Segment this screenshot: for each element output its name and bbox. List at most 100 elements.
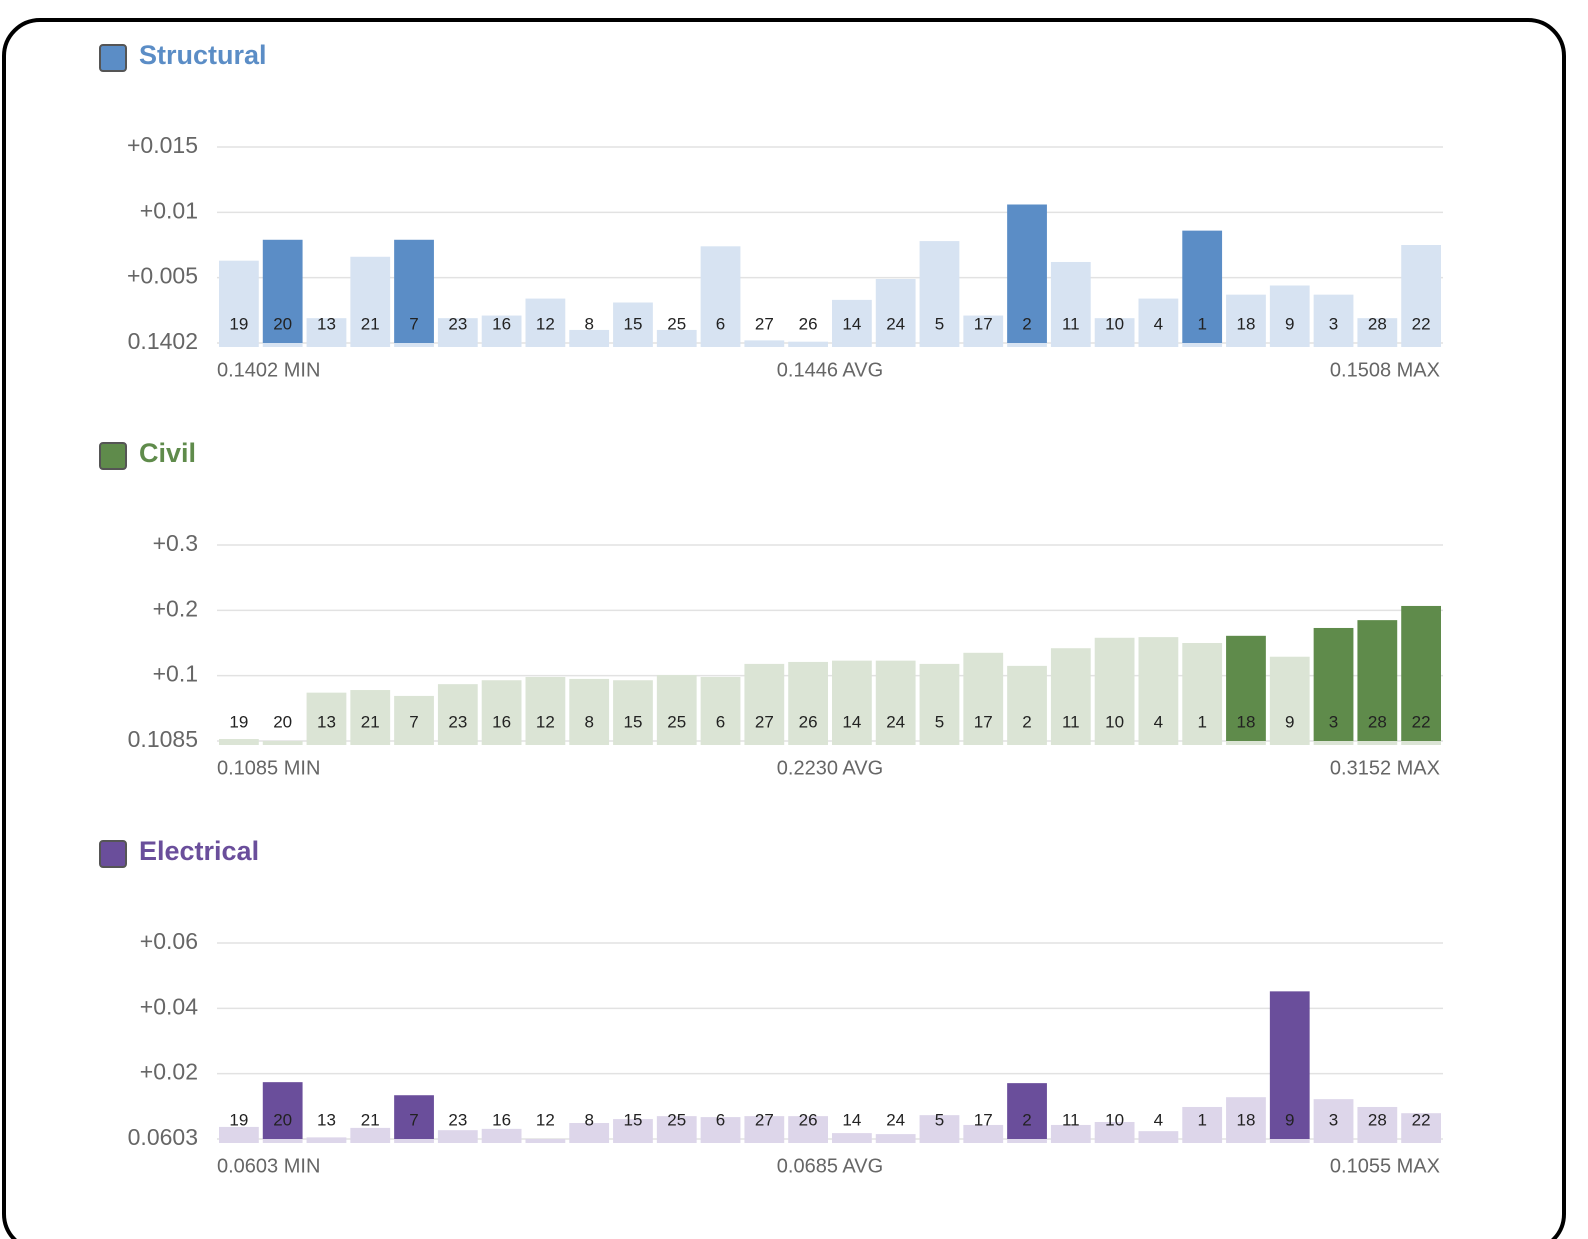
bar-label: 28 (1368, 314, 1387, 333)
bar-label: 13 (317, 712, 336, 731)
bar (1226, 1097, 1266, 1139)
bar-base (569, 343, 610, 347)
bar (306, 692, 347, 741)
bar (788, 341, 828, 343)
bar (437, 318, 478, 343)
bar (350, 690, 391, 741)
y-tick-label: +0.1 (153, 661, 198, 687)
bar-label: 24 (886, 314, 905, 333)
bar-base (613, 1139, 653, 1143)
bar (262, 1082, 303, 1139)
bar (963, 315, 1004, 343)
bar-label: 23 (448, 1110, 467, 1129)
bar (1050, 1124, 1091, 1139)
bar (481, 680, 522, 741)
bar (1313, 294, 1354, 343)
bar (919, 1115, 960, 1139)
bar (963, 652, 1004, 741)
bar-label: 27 (755, 712, 774, 731)
bar-base (919, 741, 960, 745)
bar (1007, 1083, 1047, 1139)
bar (1357, 620, 1398, 741)
bar (1269, 285, 1310, 343)
y-tick-label: +0.2 (153, 595, 198, 621)
bar-base (1138, 741, 1179, 745)
avg-label: 0.2230 AVG (777, 757, 883, 779)
min-label: 0.0603 MIN (217, 1155, 320, 1177)
min-label: 0.1402 MIN (217, 359, 320, 381)
bar-label: 4 (1154, 1110, 1163, 1129)
bar (656, 329, 697, 343)
bar (1050, 261, 1091, 343)
bar (700, 1117, 741, 1139)
bar-label: 20 (273, 712, 292, 731)
bar (219, 739, 259, 741)
bar-label: 10 (1105, 1110, 1124, 1129)
bar-base (1050, 741, 1091, 745)
bar-label: 15 (624, 712, 643, 731)
bar-base (437, 1139, 478, 1143)
bar (569, 1122, 610, 1139)
bar (1269, 656, 1310, 741)
bar-label: 8 (584, 712, 593, 731)
bar (1182, 1106, 1223, 1139)
bar-label: 21 (361, 712, 380, 731)
bar-base (481, 1139, 522, 1143)
bar-base (919, 343, 960, 347)
bar-base (963, 343, 1004, 347)
bar-base (394, 343, 434, 347)
bar (306, 318, 347, 343)
bar-base (1226, 741, 1266, 745)
bar-base (656, 741, 697, 745)
bar-base (832, 1139, 872, 1143)
bar-label: 27 (755, 314, 774, 333)
avg-label: 0.0685 AVG (777, 1155, 883, 1177)
bar-base (525, 343, 566, 347)
bar-label: 10 (1105, 314, 1124, 333)
bar-base (656, 343, 697, 347)
bar-base (525, 741, 566, 745)
bar-base (1357, 741, 1398, 745)
bar-base (1138, 1139, 1179, 1143)
bar-label: 23 (448, 314, 467, 333)
bar-label: 11 (1062, 1110, 1080, 1129)
bar-label: 21 (361, 314, 380, 333)
bar-base (744, 741, 785, 745)
bar-base (219, 343, 259, 347)
bar (1050, 648, 1091, 741)
bar (481, 315, 522, 343)
bar-base (1357, 1139, 1398, 1143)
bar-label: 14 (842, 712, 861, 731)
bar (219, 260, 259, 343)
bar (832, 299, 872, 343)
bar-label: 16 (492, 712, 511, 731)
bar (788, 1116, 828, 1139)
bar-base (875, 741, 916, 745)
bar-label: 1 (1197, 712, 1206, 731)
y-tick-label: +0.02 (140, 1059, 198, 1085)
bar-label: 1 (1197, 314, 1206, 333)
bar-base (1401, 741, 1441, 745)
bar-label: 18 (1237, 314, 1256, 333)
bar-base (350, 1139, 391, 1143)
bar-label: 17 (974, 1110, 993, 1129)
bar-base (262, 1139, 303, 1143)
max-label: 0.1508 MAX (1330, 359, 1440, 381)
bar-base (306, 343, 347, 347)
bar (1138, 298, 1179, 343)
bar-base (1050, 343, 1091, 347)
bar-label: 21 (361, 1110, 380, 1129)
bar-base (744, 1139, 785, 1143)
bar (875, 660, 916, 741)
bar (832, 660, 872, 741)
bar (919, 241, 960, 343)
bar-label: 8 (584, 314, 593, 333)
bar-base (219, 1139, 259, 1143)
bar-base (1269, 1139, 1310, 1143)
bar-base (744, 343, 785, 347)
bar-base (613, 343, 653, 347)
bar (306, 1137, 347, 1139)
bar-base (394, 741, 434, 745)
bar-base (306, 741, 347, 745)
